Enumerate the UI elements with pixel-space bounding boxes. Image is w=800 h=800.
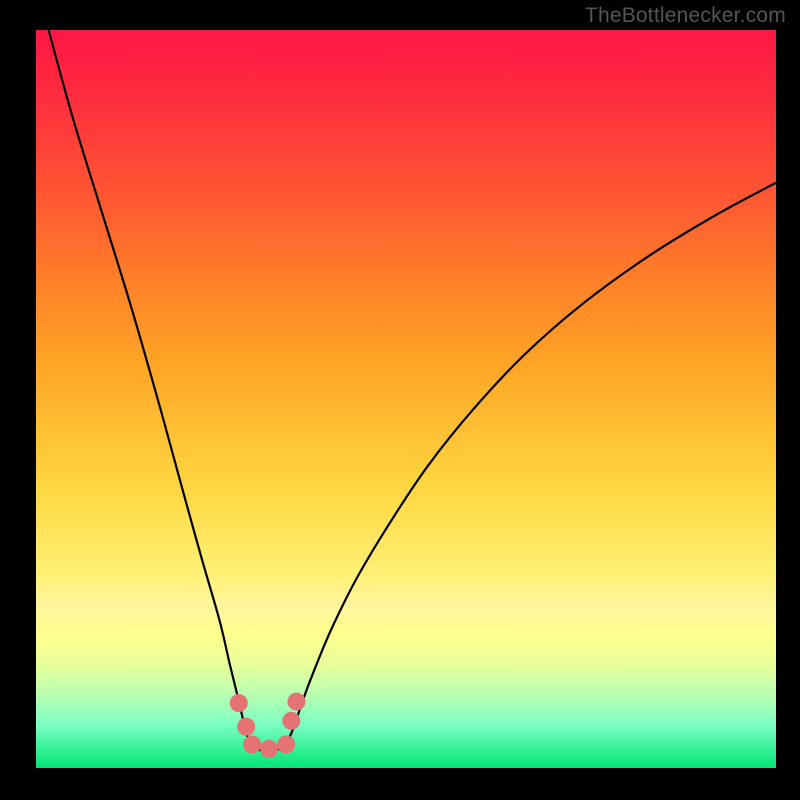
marker-point bbox=[277, 735, 295, 753]
curve-layer bbox=[36, 30, 776, 768]
marker-point bbox=[230, 694, 248, 712]
marker-point bbox=[287, 693, 305, 711]
bottleneck-curve-right bbox=[289, 183, 776, 739]
bottleneck-curve-left bbox=[49, 30, 248, 737]
watermark-text: TheBottlenecker.com bbox=[585, 4, 786, 28]
marker-point bbox=[260, 740, 278, 758]
marker-group bbox=[230, 693, 306, 758]
bottleneck-plot bbox=[36, 30, 776, 768]
marker-point bbox=[243, 735, 261, 753]
marker-point bbox=[282, 712, 300, 730]
marker-point bbox=[237, 718, 255, 736]
